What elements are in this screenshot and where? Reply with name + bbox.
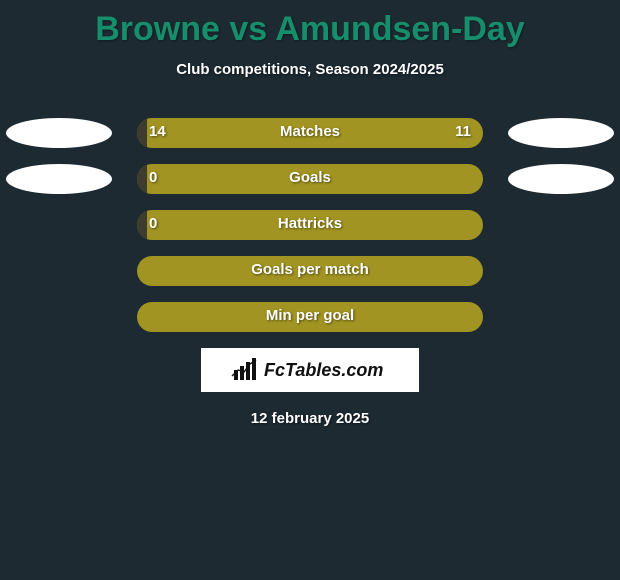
- stat-value-left: 14: [149, 123, 166, 140]
- brand-logo: FcTables.com: [201, 348, 419, 392]
- stat-row: Goals per match: [0, 256, 620, 286]
- player-left-bubble: [6, 164, 112, 194]
- stat-value-left: 0: [149, 215, 157, 232]
- stat-label: Min per goal: [137, 307, 483, 324]
- player-right-bubble: [508, 164, 614, 194]
- stat-value-left: 0: [149, 169, 157, 186]
- stat-row: Matches14 11: [0, 118, 620, 148]
- page-subtitle: Club competitions, Season 2024/2025: [0, 61, 620, 78]
- comparison-rows: Matches1411Goals0Hattricks0Goals per mat…: [0, 118, 620, 332]
- stat-label: Goals: [137, 169, 483, 186]
- stat-row: Goals0: [0, 164, 620, 194]
- stat-pill: Goals0: [137, 164, 483, 194]
- page-title: Browne vs Amundsen-Day: [0, 0, 620, 49]
- player-right-bubble: [508, 118, 614, 148]
- stat-label: Matches: [137, 123, 483, 140]
- brand-text: FcTables.com: [264, 360, 383, 380]
- stat-label: Hattricks: [137, 215, 483, 232]
- stat-label: Goals per match: [137, 261, 483, 278]
- player-left-bubble: [6, 118, 112, 148]
- stat-row: Min per goal: [0, 302, 620, 332]
- stat-pill: Min per goal: [137, 302, 483, 332]
- stat-row: Hattricks0: [0, 210, 620, 240]
- stat-pill: Matches14 11: [137, 118, 483, 148]
- snapshot-date: 12 february 2025: [0, 410, 620, 427]
- bars-icon: [232, 358, 256, 380]
- stat-pill: Hattricks0: [137, 210, 483, 240]
- stat-value-right: 11: [455, 123, 471, 140]
- stat-pill: Goals per match: [137, 256, 483, 286]
